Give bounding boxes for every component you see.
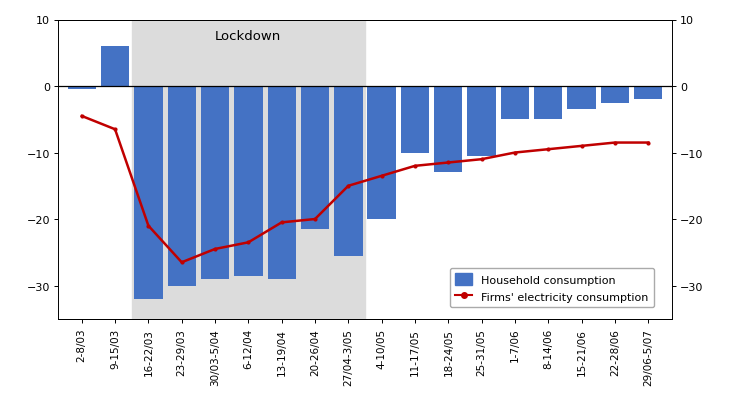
Bar xyxy=(234,87,263,276)
Bar xyxy=(401,87,429,153)
Bar xyxy=(367,87,396,220)
Bar xyxy=(131,20,365,319)
Bar xyxy=(68,87,96,90)
Bar xyxy=(601,87,629,103)
Bar xyxy=(334,87,363,256)
Bar xyxy=(501,87,529,120)
Bar xyxy=(101,47,129,87)
Legend: Household consumption, Firms' electricity consumption: Household consumption, Firms' electricit… xyxy=(450,268,654,308)
Bar xyxy=(267,87,296,279)
Bar xyxy=(634,87,662,100)
Text: Lockdown: Lockdown xyxy=(215,30,282,43)
Bar xyxy=(201,87,229,279)
Bar xyxy=(301,87,329,229)
Bar xyxy=(168,87,196,286)
Bar xyxy=(134,87,163,299)
Bar xyxy=(467,87,496,157)
Bar xyxy=(434,87,463,173)
Bar xyxy=(567,87,596,110)
Bar xyxy=(534,87,562,120)
